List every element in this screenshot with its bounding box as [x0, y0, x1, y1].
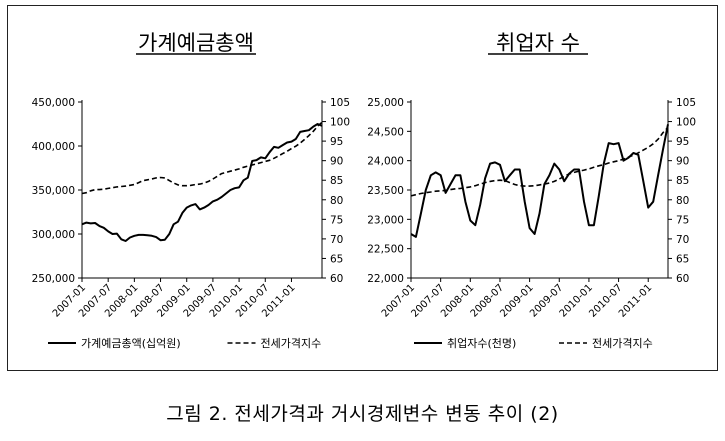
chart2-y-right-tick-label: 60 — [676, 273, 689, 285]
chart-frame: 가계예금총액 250,000 300,000 350,000 400,000 450,00… — [7, 5, 718, 371]
chart1-y-right-tick-label: 75 — [330, 214, 343, 226]
chart1-y-right-tick-label: 85 — [330, 175, 343, 187]
chart1-y-left-tick-label: 250,000 — [32, 273, 75, 285]
chart2-y-right-tick-label: 85 — [676, 175, 689, 187]
chart1-y-right-tick-label: 65 — [330, 253, 343, 265]
chart2-y-right-tick-label: 90 — [676, 156, 689, 168]
chart2-y-right-tick-label: 95 — [676, 136, 689, 148]
chart1-y-left-tick-label: 300,000 — [32, 229, 75, 241]
chart2-y-left-tick-label: 25,000 — [367, 97, 404, 109]
chart1-y-right-tick-label: 60 — [330, 273, 343, 285]
chart2-y-left-tick-label: 22,500 — [367, 244, 404, 256]
chart2-y-right-tick-label: 70 — [676, 234, 689, 246]
chart2-x-tick-label: 2011-01 — [617, 282, 654, 319]
chart2-y-left-tick-label: 23,000 — [367, 214, 404, 226]
chart1-y-left-tick-label: 450,000 — [32, 97, 75, 109]
chart2-legend-label-2: 전세가격지수 — [592, 337, 653, 350]
chart1-series-2-line — [81, 121, 323, 195]
chart1-legend-label-2: 전세가격지수 — [261, 337, 322, 350]
chart1-y-right-tick-label: 105 — [330, 97, 350, 109]
chart1-y-right-tick-label: 95 — [330, 136, 343, 148]
chart1-y-right-tick-label: 90 — [330, 156, 343, 168]
chart2-series-2-line — [410, 126, 669, 197]
chart1-y-left-tick-label: 400,000 — [32, 141, 75, 153]
chart2-y-left-tick-label: 23,500 — [367, 185, 404, 197]
chart2-y-left-tick-label: 22,000 — [367, 273, 404, 285]
chart2-y-left-tick-label: 24,000 — [367, 156, 404, 168]
chart1-y-right-tick-label: 80 — [330, 195, 343, 207]
chart1-series-1-line — [81, 123, 323, 242]
chart2-y-left-tick-label: 24,500 — [367, 126, 404, 138]
chart2-legend-label-1: 취업자수(천명) — [447, 336, 516, 350]
chart2-y-right-tick-label: 100 — [676, 117, 696, 129]
chart2-y-right-tick-label: 65 — [676, 253, 689, 265]
figure-caption: 그림 2. 전세가격과 거시경제변수 변동 추이 (2) — [166, 403, 559, 425]
chart2-y-right-tick-label: 75 — [676, 214, 689, 226]
chart1-y-right-tick-label: 100 — [330, 117, 350, 129]
chart2-y-right-tick-label: 105 — [676, 97, 696, 109]
chart1-title: 가계예금총액 — [138, 31, 254, 55]
chart1-legend-label-1: 가계예금총액(십억원) — [81, 337, 181, 350]
chart1-y-right-tick-label: 70 — [330, 234, 343, 246]
chart2-title: 취업자 수 — [496, 31, 580, 55]
chart2-y-right-tick-label: 80 — [676, 195, 689, 207]
chart1-y-left-tick-label: 350,000 — [32, 185, 75, 197]
chart-canvas: 가계예금총액 250,000 300,000 350,000 400,000 450,00… — [32, 31, 696, 350]
chart2-series-1-line — [410, 124, 669, 238]
